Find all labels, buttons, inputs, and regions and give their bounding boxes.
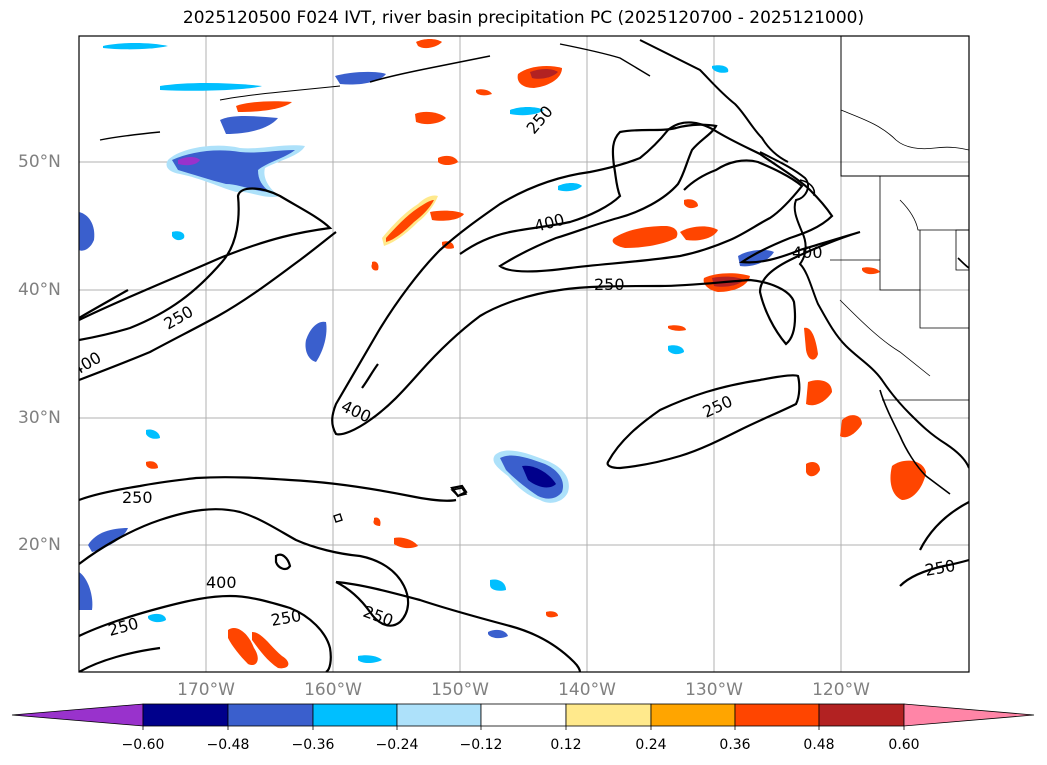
colorbar-segment	[142, 703, 229, 727]
precip-blob	[103, 43, 168, 50]
precip-blob	[220, 116, 278, 134]
colorbar-tick-label: −0.60	[121, 737, 165, 753]
precip-blob	[476, 89, 492, 96]
precip-blob	[712, 65, 729, 73]
colorbar-segment	[227, 703, 314, 727]
precip-blob	[358, 655, 382, 663]
lon-label-130w: 130°W	[685, 680, 743, 700]
colorbar-segment	[903, 703, 1035, 727]
colorbar-tick-label: 0.48	[803, 737, 835, 753]
precip-blob	[558, 183, 582, 192]
precip-blob	[438, 155, 458, 165]
contour-label: 400	[792, 243, 823, 262]
colorbar-segment	[818, 703, 905, 727]
lat-label-30n: 30°N	[18, 408, 61, 428]
precip-blob	[172, 231, 185, 241]
precip-blob	[415, 111, 446, 125]
colorbar-tick-label: 0.60	[888, 737, 920, 753]
colorbar-tick-label: −0.24	[375, 737, 419, 753]
precip-blob	[236, 101, 292, 112]
colorbar-tick-label: −0.36	[291, 737, 335, 753]
precip-blob	[228, 628, 258, 666]
precip-blob	[373, 517, 381, 526]
ivt-contours	[79, 121, 969, 672]
precip-blob	[806, 380, 832, 406]
lon-label-160w: 160°W	[304, 680, 362, 700]
precip-blob	[172, 150, 295, 192]
precip-blob	[546, 611, 558, 618]
precip-blob	[680, 226, 718, 241]
contour-label: 250	[122, 488, 153, 507]
precip-blob	[510, 107, 544, 116]
colorbar	[11, 703, 1035, 730]
precip-blob	[146, 461, 158, 469]
colorbar-segment	[396, 703, 482, 727]
colorbar-ticks	[142, 726, 905, 730]
negative-precip-blobs	[79, 43, 774, 663]
coastlines	[99, 36, 969, 523]
precip-blob	[806, 462, 820, 477]
precip-blob	[488, 629, 508, 639]
colorbar-tick-label: −0.12	[459, 737, 503, 753]
precip-blob	[530, 69, 558, 79]
precip-blob	[684, 199, 698, 209]
colorbar-segment	[312, 703, 398, 727]
lon-label-120w: 120°W	[812, 680, 870, 700]
precip-blob	[88, 528, 128, 552]
precip-blob	[416, 39, 442, 49]
colorbar-segment	[650, 703, 736, 727]
precip-blob	[252, 632, 289, 669]
precip-blob	[490, 579, 506, 591]
precip-blob	[79, 572, 93, 610]
precip-blob	[522, 465, 556, 488]
colorbar-tick-label: −0.48	[206, 737, 250, 753]
map-panel	[79, 36, 969, 672]
precip-blob	[178, 157, 200, 166]
colorbar-tick-label: 0.36	[719, 737, 751, 753]
colorbar-segment	[480, 703, 567, 727]
precip-blob	[890, 460, 926, 500]
precip-blob	[146, 429, 160, 439]
precip-blob	[160, 83, 262, 91]
precip-blob	[612, 226, 678, 248]
precip-blob	[862, 267, 880, 275]
map-title: 2025120500 F024 IVT, river basin precipi…	[182, 8, 865, 28]
precip-blob	[840, 415, 862, 438]
colorbar-segment	[734, 703, 820, 727]
lat-label-40n: 40°N	[18, 280, 61, 300]
precip-blob	[148, 613, 166, 623]
precip-blob	[430, 210, 464, 221]
colorbar-segment	[565, 703, 652, 727]
precip-blob	[668, 345, 684, 355]
contour-label: 400	[206, 573, 237, 592]
colorbar-tick-label: 0.24	[635, 737, 667, 753]
precip-blob	[371, 261, 379, 271]
precip-blob	[668, 325, 686, 331]
lat-label-50n: 50°N	[18, 152, 61, 172]
precip-blob	[394, 537, 418, 549]
colorbar-tick-label: 0.12	[550, 737, 582, 753]
lon-label-170w: 170°W	[177, 680, 235, 700]
lon-label-140w: 140°W	[558, 680, 616, 700]
lat-label-20n: 20°N	[18, 535, 61, 555]
precip-blob	[305, 321, 327, 362]
precip-blob	[386, 200, 434, 242]
positive-precip-blobs	[146, 39, 926, 669]
precip-blob	[79, 212, 95, 251]
map-frame	[78, 35, 970, 673]
contour-label: 250	[594, 275, 625, 294]
colorbar-segment	[11, 703, 144, 727]
lon-label-150w: 150°W	[431, 680, 489, 700]
precip-blob	[804, 327, 818, 360]
